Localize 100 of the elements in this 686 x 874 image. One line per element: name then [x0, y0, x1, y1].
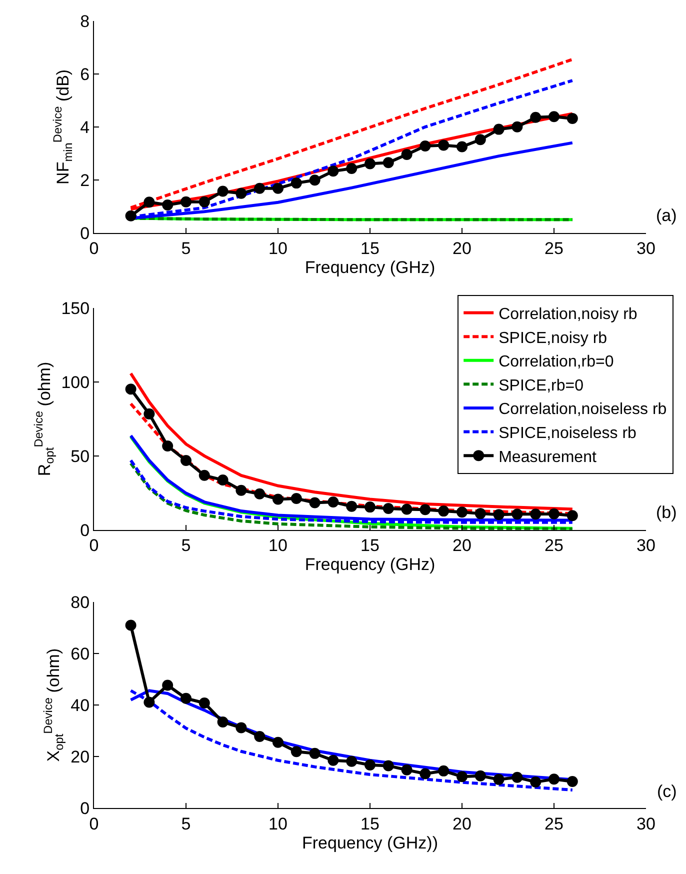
point: [254, 182, 266, 194]
point: [144, 196, 155, 208]
point: [474, 508, 486, 520]
point: [162, 200, 174, 211]
y-tick-label: 4: [80, 118, 90, 137]
point: [125, 620, 136, 631]
point: [125, 384, 136, 395]
point: [566, 776, 578, 787]
point: [566, 510, 578, 522]
x-tick-label: 5: [181, 536, 191, 556]
point: [401, 764, 412, 776]
point: [309, 748, 320, 759]
point: [217, 474, 228, 486]
point: [180, 454, 192, 466]
point: [144, 408, 155, 420]
point: [438, 140, 450, 151]
point: [474, 770, 486, 782]
point: [236, 484, 247, 496]
point: [236, 188, 247, 199]
y-tick-label: 40: [70, 696, 90, 715]
point: [272, 182, 284, 194]
point: [493, 124, 504, 135]
y-tick-label: 2: [80, 170, 90, 190]
point: [162, 680, 174, 691]
x-axis-title: Frequency (GHz)): [302, 833, 438, 852]
point: [217, 186, 228, 197]
point: [548, 508, 560, 520]
point: [456, 771, 468, 782]
text: (c): [657, 782, 677, 801]
point: [548, 774, 560, 785]
legend-label: Correlation,noiseless rb: [498, 401, 667, 418]
point: [493, 774, 504, 785]
point: [420, 504, 431, 516]
x-tick-label: 5: [181, 814, 191, 834]
point: [346, 500, 358, 512]
point: [346, 163, 358, 174]
x-tick-label: 10: [268, 239, 288, 258]
point: [456, 506, 468, 518]
x-tick-label: 25: [544, 814, 564, 834]
point: [309, 497, 320, 508]
point: [512, 772, 523, 783]
y-tick-label: 6: [80, 64, 90, 84]
y-tick-label: 0: [80, 224, 90, 243]
y-tick-label: 60: [70, 644, 90, 664]
x-tick-label: 30: [636, 536, 656, 556]
point: [180, 692, 192, 704]
point: [328, 166, 339, 177]
x-tick-label: 5: [181, 239, 191, 258]
point: [438, 765, 450, 776]
legend-label: Measurement: [498, 448, 597, 466]
point: [346, 756, 358, 767]
point: [180, 196, 192, 208]
point: [566, 112, 578, 124]
point: [382, 157, 394, 168]
x-tick-label: 15: [360, 814, 380, 834]
point: [254, 730, 266, 742]
point: [236, 722, 247, 734]
x-axis-title: Frequency (GHz): [304, 258, 436, 278]
point: [364, 502, 376, 513]
text: (b): [656, 503, 677, 522]
x-tick-label: 20: [452, 536, 472, 556]
y-tick-label: 0: [80, 798, 90, 818]
point: [217, 716, 228, 728]
y-tick-label: 80: [70, 593, 90, 612]
point: [512, 121, 523, 132]
x-tick-label: 30: [636, 239, 656, 258]
legend-label: Correlation,rb=0: [498, 354, 614, 371]
point: [493, 509, 504, 520]
point: [290, 178, 302, 189]
y-tick-label: 150: [61, 299, 90, 318]
point: [290, 746, 302, 758]
x-tick-label: 25: [544, 239, 564, 258]
x-tick-label: 30: [636, 814, 656, 834]
point: [530, 776, 542, 788]
point: [272, 736, 284, 748]
legend-label: Correlation,noisy rb: [498, 306, 638, 324]
x-axis-title: Frequency (GHz): [304, 555, 436, 574]
point: [530, 508, 542, 520]
x-tick-label: 20: [452, 814, 472, 834]
x-tick-label: 25: [544, 536, 564, 556]
point: [309, 174, 320, 186]
point: [328, 754, 339, 766]
point: [382, 760, 394, 772]
legend-label: SPICE,noiseless rb: [498, 425, 637, 442]
x-tick-label: 10: [268, 814, 288, 834]
point: [290, 492, 302, 504]
point: [364, 760, 376, 771]
point: [198, 196, 210, 208]
x-tick-label: 15: [360, 239, 380, 258]
point: [420, 768, 431, 780]
x-tick-label: 15: [360, 536, 380, 556]
point: [162, 440, 174, 452]
point: [272, 494, 284, 505]
point: [382, 503, 394, 514]
point: [420, 140, 431, 152]
point: [364, 158, 376, 170]
point: [512, 508, 523, 520]
point: [198, 697, 210, 708]
y-tick-label: 50: [70, 446, 90, 466]
y-tick-label: 100: [61, 372, 90, 392]
